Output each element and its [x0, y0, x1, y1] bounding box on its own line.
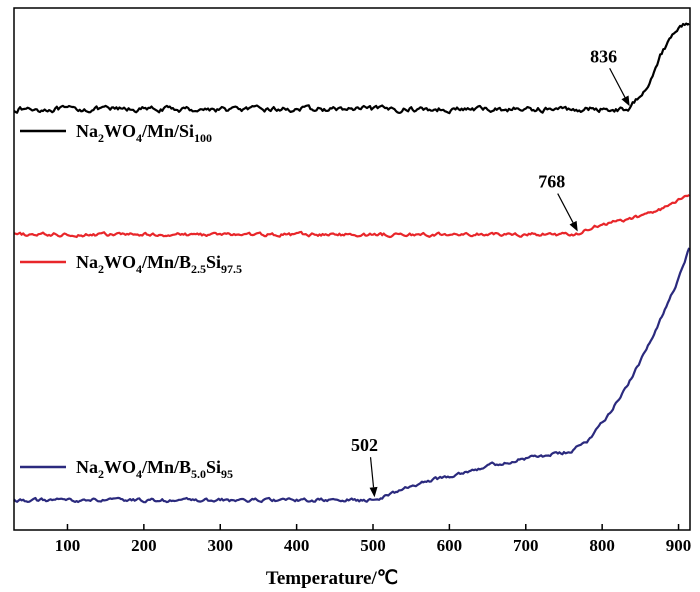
x-tick-label-200: 200: [131, 536, 157, 555]
x-axis-title: Temperature/℃: [266, 568, 398, 589]
annotation-arrow-line-768: [557, 193, 574, 223]
x-tick-label-300: 300: [207, 536, 233, 555]
x-tick-label-100: 100: [55, 536, 81, 555]
annotation-arrowhead-768: [569, 220, 578, 232]
annotation-arrowhead-836: [621, 95, 630, 107]
annotation-label-768: 768: [538, 172, 565, 192]
annotation-arrowhead-502: [369, 486, 378, 498]
annotation-label-836: 836: [590, 46, 617, 66]
x-tick-label-400: 400: [284, 536, 310, 555]
annotation-arrow-line-836: [609, 67, 626, 98]
x-tick-label-800: 800: [589, 536, 615, 555]
x-axis: 100 200 300 400 500 600 700 800 900: [55, 524, 692, 555]
plot-frame: [13, 7, 691, 531]
annotations-group: 836 768 502: [351, 46, 630, 498]
x-tick-label-900: 900: [666, 536, 692, 555]
curves-group: [13, 22, 691, 504]
annotation-arrow-line-502: [369, 457, 375, 488]
series-line-1: [13, 22, 690, 115]
series-line-2: [13, 193, 690, 239]
legend-label-1: Na2WO4/Mn/Si100: [76, 121, 212, 145]
annotation-label-502: 502: [351, 435, 378, 455]
legend-group: Na2WO4/Mn/Si100 Na2WO4/Mn/B2.5Si97.5 Na2WO…: [20, 121, 242, 481]
legend-label-3: Na2WO4/Mn/B5.0Si95: [76, 457, 233, 481]
legend-label-2: Na2WO4/Mn/B2.5Si97.5: [76, 252, 242, 276]
x-tick-label-700: 700: [513, 536, 539, 555]
x-tick-label-500: 500: [360, 536, 386, 555]
series-line-3: [13, 247, 691, 504]
x-tick-label-600: 600: [437, 536, 463, 555]
